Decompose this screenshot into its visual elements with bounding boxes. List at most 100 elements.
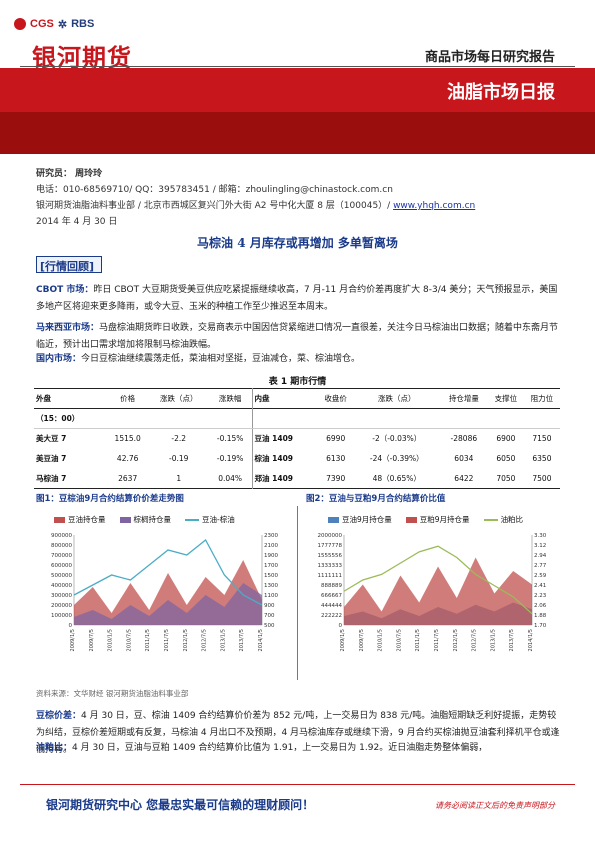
table-cell: -28086 xyxy=(450,434,478,444)
x-tick-label: 2013/1/5 xyxy=(220,629,226,651)
col-header: 价格 xyxy=(120,394,136,403)
y2-tick-label: 1700 xyxy=(264,563,278,569)
table-cell: 马棕油 7 xyxy=(36,473,67,483)
y2-tick-label: 1.70 xyxy=(534,623,547,629)
legend-swatch xyxy=(328,516,339,523)
y-tick-label: 400000 xyxy=(51,583,72,589)
footer-divider xyxy=(20,784,575,785)
y-tick-label: 1555556 xyxy=(318,553,343,559)
legend-swatch xyxy=(185,518,199,521)
legend-label: 豆油9月持仓量 xyxy=(342,515,392,524)
headline: 马棕油 4 月库存或再增加 多单暂离场 xyxy=(197,236,398,250)
legend-label: 豆油持仓量 xyxy=(68,515,106,524)
y2-tick-label: 2.77 xyxy=(534,563,547,569)
y-tick-label: 444444 xyxy=(321,603,342,609)
x-tick-label: 2009/1/5 xyxy=(70,629,76,651)
table-header-row: 外盘 价格 涨跌（点） 涨跌幅 内盘 收盘价 涨跌（点） 持仓增量 支撑位 阻力… xyxy=(34,388,560,409)
legend-swatch xyxy=(54,516,65,523)
table-cell: 6900 xyxy=(496,434,516,444)
x-tick-label: 2010/1/5 xyxy=(108,629,114,651)
y2-tick-label: 3.30 xyxy=(534,533,547,539)
para-text: 4 月 30 日，豆、棕油 1409 合约结算价价差为 852 元/吨，上一交易… xyxy=(36,711,560,755)
header-divider xyxy=(20,66,575,67)
legend-label: 棕榈持仓量 xyxy=(133,515,172,524)
col-header: 支撑位 xyxy=(494,394,518,403)
chart1-title: 图1：豆棕油9月合约结算价价差走势图 xyxy=(36,494,184,504)
footer-slogan: 银河期货研究中心 您最忠实最可信赖的理财顾问！ xyxy=(46,798,315,812)
table-cell: 6050 xyxy=(496,454,516,463)
para-label: 马来西亚市场： xyxy=(36,323,100,333)
table-cell: 6422 xyxy=(454,473,474,483)
table-row: 美豆油 7 42.76 -0.19 -0.19% 棕油 1409 6130 -24（-0.3… xyxy=(34,448,560,469)
col-header: 内盘 xyxy=(251,388,318,409)
para-label: 国内市场： xyxy=(36,354,82,364)
contact-phone: 电话：010-68569710/ QQ：395783451 / 邮箱： xyxy=(36,185,246,195)
y2-tick-label: 700 xyxy=(264,613,275,619)
table-cell: 美豆油 7 xyxy=(36,454,67,463)
section-tag: [行情回顾] xyxy=(36,256,102,273)
x-tick-label: 2011/7/5 xyxy=(164,629,170,651)
legend-swatch xyxy=(405,516,417,523)
table-cell: -2（-0.03%） xyxy=(372,434,422,444)
y-tick-label: 700000 xyxy=(51,553,72,559)
table-row: 美大豆 7 1515.0 -2.2 -0.15% 豆油 1409 6990 -2（-0.03… xyxy=(34,428,560,449)
y2-tick-label: 2.41 xyxy=(534,583,546,589)
chart1: 豆油持仓量 棕榈持仓量 豆油-棕油 0 100000 200000 300000 400… xyxy=(36,506,298,680)
y-tick-label: 300000 xyxy=(51,593,72,599)
dark-band xyxy=(0,112,595,154)
para-text: 今日豆棕油继续震荡走低，菜油相对坚挺，豆油减仓，菜、棕油增仓。 xyxy=(81,354,361,364)
para-text: 马盘棕油期货昨日收跌，交易商表示中国因信贷紧缩进口情况一直很差，关注今日马棕油出… xyxy=(36,323,559,350)
y2-tick-label: 1100 xyxy=(264,593,278,599)
y2-tick-label: 2.06 xyxy=(534,603,547,609)
series-area xyxy=(344,557,532,625)
address-line: 银河期货油脂油料事业部 / 北京市西城区复兴门外大街 A2 号中化大厦 8 层（… xyxy=(36,198,475,211)
table-cell: 7390 xyxy=(326,473,346,483)
table-cell: 7500 xyxy=(532,473,552,483)
website-link[interactable]: www.yhqh.com.cn xyxy=(393,201,476,211)
y-tick-label: 2000000 xyxy=(318,533,343,539)
chart1-legend: 豆油持仓量 棕榈持仓量 豆油-棕油 xyxy=(36,506,297,525)
y2-tick-label: 2100 xyxy=(264,543,278,549)
y-tick-label: 200000 xyxy=(51,603,72,609)
col-header: 涨跌（点） xyxy=(378,394,416,403)
legend-label: 油粕比 xyxy=(500,515,524,524)
contact-email[interactable]: zhoulingling@chinastock.com.cn xyxy=(245,185,393,195)
col-header: 持仓增量 xyxy=(448,394,479,403)
y-tick-label: 600000 xyxy=(51,563,72,569)
y2-tick-label: 2.94 xyxy=(534,553,547,559)
col-header: 涨跌（点） xyxy=(159,394,198,403)
paragraph-spread: 豆棕价差：4 月 30 日，豆、棕油 1409 合约结算价价差为 852 元/吨… xyxy=(36,708,562,759)
paragraph-cbot: CBOT 市场：昨日 CBOT 大豆期货受美豆供应吃紧提振继续收高，7 月-11… xyxy=(36,282,562,316)
table-cell: 6034 xyxy=(454,454,474,463)
x-tick-label: 2009/7/5 xyxy=(89,629,95,651)
table-row: 马棕油 7 2637 1 0.04% 郑油 1409 7390 48（0.65%） 6422 7… xyxy=(34,468,560,489)
legend-item: 豆油-棕油 xyxy=(185,514,235,525)
para-text: 4 月 30 日，豆油与豆粕 1409 合约结算价比值为 1.91，上一交易日为… xyxy=(72,743,488,753)
footer-disclaimer: 请务必阅读正文后的免责声明部分 xyxy=(435,801,555,810)
report-date: 2014 年 4 月 30 日 xyxy=(36,217,118,227)
y2-tick-label: 900 xyxy=(264,603,275,609)
x-tick-label: 2010/7/5 xyxy=(396,629,402,651)
y2-tick-label: 2300 xyxy=(264,533,278,539)
series-line xyxy=(73,539,263,606)
contact-line: 电话：010-68569710/ QQ：395783451 / 邮箱：zhoul… xyxy=(36,182,393,195)
x-tick-label: 2010/7/5 xyxy=(126,629,132,651)
y-tick-label: 900000 xyxy=(51,533,72,539)
table-cell: 1515.0 xyxy=(114,434,141,444)
table-cell: -24（-0.39%） xyxy=(369,454,424,463)
title-band xyxy=(0,68,595,112)
y-tick-label: 0 xyxy=(339,623,343,629)
y-tick-label: 222222 xyxy=(321,613,342,619)
col-header: 阻力位 xyxy=(530,394,554,403)
table-cell: -0.19% xyxy=(216,454,244,463)
table-cell: 美大豆 7 xyxy=(36,434,67,444)
y2-tick-label: 3.12 xyxy=(534,543,546,549)
logo-cgs-text: CGS xyxy=(30,18,54,30)
legend-label: 豆粕9月持仓量 xyxy=(419,515,470,524)
para-label: 油粕比： xyxy=(36,743,73,753)
x-tick-label: 2010/1/5 xyxy=(378,629,384,651)
brand-name: 银河期货 xyxy=(32,44,132,72)
table-cell: 48（0.65%） xyxy=(372,473,421,483)
logo: CGS ✲ RBS xyxy=(14,14,194,34)
para-label: CBOT 市场： xyxy=(36,285,94,295)
